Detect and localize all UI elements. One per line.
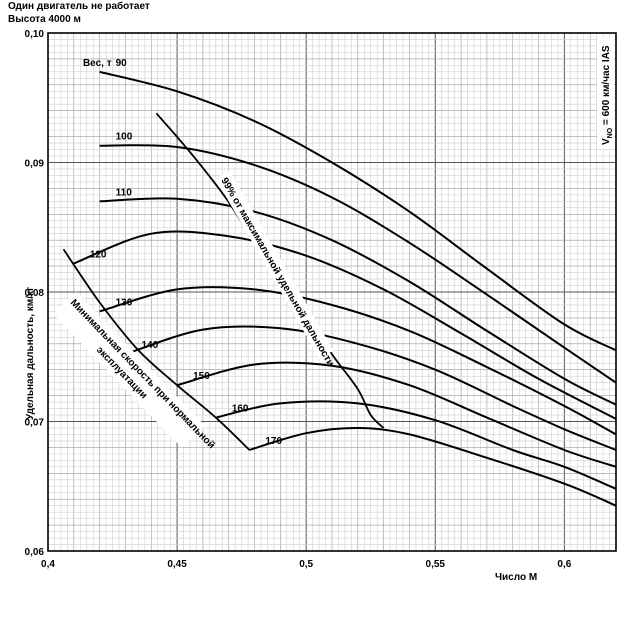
y-tick-label: 0,06	[25, 547, 45, 558]
y-tick-label: 0,07	[25, 418, 45, 429]
speed-condition-sub: NO	[607, 127, 614, 138]
y-tick-label: 0,10	[25, 29, 45, 40]
curve-labels: Вес, т 90 100 110 120 130 140 150 160 170	[83, 58, 283, 447]
series-line-weight-90	[99, 70, 617, 352]
plot-frame	[47, 32, 617, 552]
svg-text:VNO = 600 км/час IAS: VNO = 600 км/час IAS	[601, 45, 614, 145]
chart-header-line2: Высота 4000 м	[8, 14, 81, 25]
max-range-boundary-label: 99% от максимальной удельной дальности	[215, 170, 336, 369]
curve-label-110: 110	[116, 187, 133, 198]
x-tick-label: 0,6	[557, 559, 571, 570]
curve-label-160: 160	[232, 404, 249, 415]
curve-label-130: 130	[116, 297, 133, 308]
curve-label-120: 120	[90, 250, 107, 261]
series-line-weight-130	[99, 286, 617, 436]
x-tick-label: 0,45	[167, 559, 187, 570]
chart-header-line1: Один двигатель не работает	[8, 0, 150, 12]
weight-label-prefix: Вес, т	[83, 58, 112, 69]
speed-condition-rest: = 600 км/час IAS	[601, 45, 612, 128]
series-line-weight-160	[215, 400, 617, 490]
y-axis-label: Удельная дальность, км/кг	[25, 287, 36, 420]
max-range-label: 99% от максимальной удельной дальности	[218, 176, 336, 369]
x-tick-label: 0,4	[41, 559, 55, 570]
x-axis-label: Число М	[495, 572, 537, 583]
series-line-weight-140	[125, 325, 617, 451]
series-line-weight-170	[249, 426, 617, 507]
curve-label-90: 90	[116, 58, 128, 69]
curve-label-150: 150	[193, 371, 210, 382]
min-speed-boundary-line	[62, 248, 251, 451]
x-tick-label: 0,55	[426, 559, 446, 570]
x-tick-label: 0,5	[299, 559, 313, 570]
series-line-weight-110	[99, 197, 617, 406]
speed-condition-annotation: VNO = 600 км/час IAS	[597, 37, 614, 149]
x-axis-ticks: 0,4 0,45 0,5 0,55 0,6	[41, 559, 572, 570]
speed-condition-v: V	[601, 138, 612, 145]
series-line-weight-100	[99, 144, 617, 384]
grid	[47, 32, 617, 552]
series-line-weight-120	[73, 230, 617, 420]
curve-label-170: 170	[265, 436, 282, 447]
y-axis-ticks: 0,06 0,07 0,08 0,09 0,10	[25, 29, 45, 558]
curve-label-140: 140	[141, 340, 158, 351]
y-tick-label: 0,08	[25, 288, 45, 299]
y-tick-label: 0,09	[25, 159, 45, 170]
series-lines	[73, 70, 617, 507]
series-line-weight-150	[176, 361, 617, 468]
curve-label-100: 100	[116, 132, 133, 143]
